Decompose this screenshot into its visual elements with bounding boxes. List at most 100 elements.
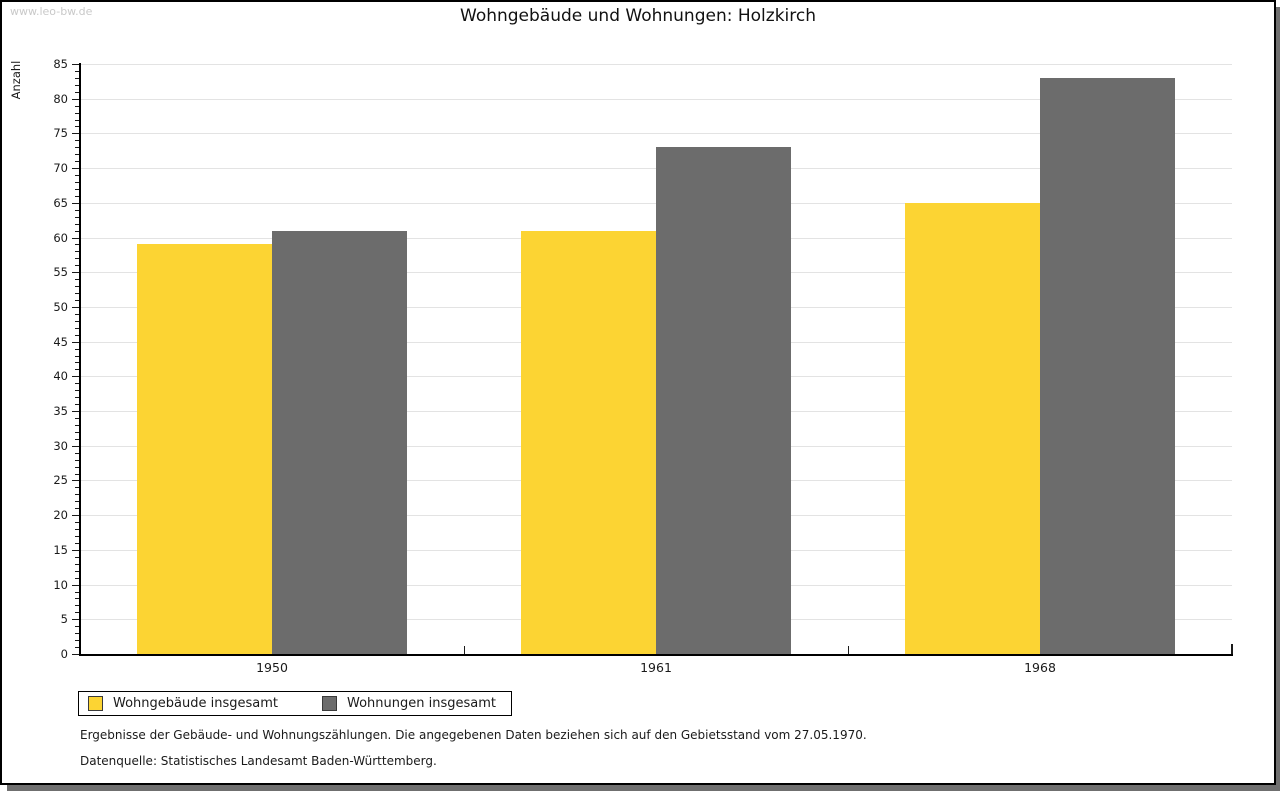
y-axis-minor-tick-31 xyxy=(75,438,80,440)
y-axis-minor-tick-12 xyxy=(75,570,80,572)
legend-item-wohnungen: Wohnungen insgesamt xyxy=(322,696,496,711)
y-axis-minor-tick-26 xyxy=(75,473,80,475)
x-axis-tick-1 xyxy=(464,646,465,654)
y-tick-label-40: 40 xyxy=(53,369,68,384)
y-axis-major-tick-35 xyxy=(72,411,80,413)
legend-label-wohngebaeude: Wohngebäude insgesamt xyxy=(113,696,278,711)
y-axis-minor-tick-54 xyxy=(75,279,80,281)
y-axis-line xyxy=(79,63,81,655)
y-axis-minor-tick-62 xyxy=(75,223,80,225)
bar-1961-wohnungen xyxy=(656,147,791,654)
y-axis-minor-tick-19 xyxy=(75,522,80,524)
y-axis-major-tick-55 xyxy=(72,272,80,274)
y-axis-minor-tick-1 xyxy=(75,647,80,649)
y-axis-minor-tick-17 xyxy=(75,536,80,537)
y-axis-minor-tick-77 xyxy=(75,119,80,121)
y-axis-minor-tick-28 xyxy=(75,459,80,461)
gridline-y-75 xyxy=(80,133,1232,135)
y-tick-label-10: 10 xyxy=(53,577,68,592)
y-tick-label-50: 50 xyxy=(53,299,68,314)
y-tick-label-80: 80 xyxy=(53,91,68,106)
y-axis-minor-tick-34 xyxy=(75,418,80,419)
y-axis-minor-tick-43 xyxy=(75,355,80,357)
y-axis-minor-tick-71 xyxy=(75,161,80,163)
bar-1961-wohngebaeude xyxy=(521,230,656,654)
y-axis-minor-tick-56 xyxy=(75,265,80,267)
y-axis-minor-tick-13 xyxy=(75,563,80,565)
y-tick-label-20: 20 xyxy=(53,508,68,523)
legend-swatch-wohnungen xyxy=(322,696,337,711)
bar-1968-wohngebaeude xyxy=(905,202,1040,654)
y-tick-label-85: 85 xyxy=(53,57,68,71)
y-axis-minor-tick-39 xyxy=(75,383,80,385)
x-tick-label-1950: 1950 xyxy=(256,660,288,675)
y-axis-major-tick-5 xyxy=(72,619,80,621)
footnote-source-note: Ergebnisse der Gebäude- und Wohnungszähl… xyxy=(80,728,867,742)
y-axis-minor-tick-42 xyxy=(75,362,80,364)
y-axis-minor-tick-32 xyxy=(75,431,80,433)
y-tick-label-45: 45 xyxy=(53,334,68,349)
y-axis-minor-tick-66 xyxy=(75,195,80,197)
y-axis-minor-tick-9 xyxy=(75,591,80,593)
y-tick-label-70: 70 xyxy=(53,161,68,176)
y-axis-minor-tick-68 xyxy=(75,182,80,183)
y-axis-minor-tick-7 xyxy=(75,605,80,607)
y-axis-minor-tick-76 xyxy=(75,126,80,128)
legend: Wohngebäude insgesamt Wohnungen insgesam… xyxy=(78,691,512,716)
y-axis-major-tick-80 xyxy=(72,98,80,100)
y-axis-major-tick-65 xyxy=(72,202,80,204)
y-axis-minor-tick-83 xyxy=(75,77,80,79)
y-axis-minor-tick-79 xyxy=(75,105,80,107)
y-axis-minor-tick-18 xyxy=(75,529,80,531)
y-axis-minor-tick-33 xyxy=(75,424,80,426)
y-axis-minor-tick-22 xyxy=(75,501,80,503)
y-axis-major-tick-45 xyxy=(72,341,80,343)
gridline-y-85 xyxy=(80,64,1232,65)
bar-1950-wohnungen xyxy=(272,230,407,654)
y-axis-major-tick-30 xyxy=(72,445,80,447)
y-tick-label-55: 55 xyxy=(53,265,68,280)
y-axis-minor-tick-27 xyxy=(75,466,80,468)
y-axis-minor-tick-49 xyxy=(75,313,80,315)
y-axis-minor-tick-8 xyxy=(75,598,80,600)
y-tick-label-60: 60 xyxy=(53,230,68,245)
y-axis-minor-tick-36 xyxy=(75,404,80,406)
x-axis-line xyxy=(79,654,1233,656)
y-axis-minor-tick-3 xyxy=(75,633,80,635)
y-axis-minor-tick-69 xyxy=(75,175,80,177)
y-axis-minor-tick-61 xyxy=(75,230,80,232)
y-axis-minor-tick-11 xyxy=(75,577,80,579)
x-tick-label-1961: 1961 xyxy=(640,660,672,675)
y-axis-major-tick-85 xyxy=(72,64,80,65)
y-axis-major-tick-40 xyxy=(72,376,80,378)
y-axis-minor-tick-57 xyxy=(75,258,80,260)
y-axis-major-tick-75 xyxy=(72,133,80,135)
y-axis-major-tick-50 xyxy=(72,306,80,308)
y-axis-minor-tick-14 xyxy=(75,556,80,558)
y-tick-label-25: 25 xyxy=(53,473,68,488)
y-axis-major-tick-0 xyxy=(72,654,80,655)
y-axis-minor-tick-67 xyxy=(75,188,80,190)
y-axis-minor-tick-23 xyxy=(75,494,80,496)
footnote-data-source: Datenquelle: Statistisches Landesamt Bad… xyxy=(80,754,437,768)
x-axis-end-tick xyxy=(1231,644,1233,654)
y-axis-minor-tick-72 xyxy=(75,154,80,156)
y-axis-minor-tick-51 xyxy=(75,300,80,301)
y-axis-minor-tick-78 xyxy=(75,112,80,114)
y-axis-major-tick-60 xyxy=(72,237,80,239)
y-tick-label-75: 75 xyxy=(53,126,68,141)
y-axis-minor-tick-37 xyxy=(75,397,80,399)
y-axis-minor-tick-84 xyxy=(75,70,80,72)
y-axis-minor-tick-46 xyxy=(75,334,80,336)
gridline-y-80 xyxy=(80,98,1232,100)
y-tick-label-15: 15 xyxy=(53,542,68,557)
y-axis-minor-tick-73 xyxy=(75,147,80,149)
y-tick-label-35: 35 xyxy=(53,404,68,419)
y-axis-minor-tick-21 xyxy=(75,508,80,510)
y-axis-minor-tick-38 xyxy=(75,390,80,392)
y-tick-label-65: 65 xyxy=(53,195,68,210)
legend-swatch-wohngebaeude xyxy=(88,696,103,711)
y-tick-label-30: 30 xyxy=(53,438,68,453)
y-axis-minor-tick-53 xyxy=(75,286,80,288)
